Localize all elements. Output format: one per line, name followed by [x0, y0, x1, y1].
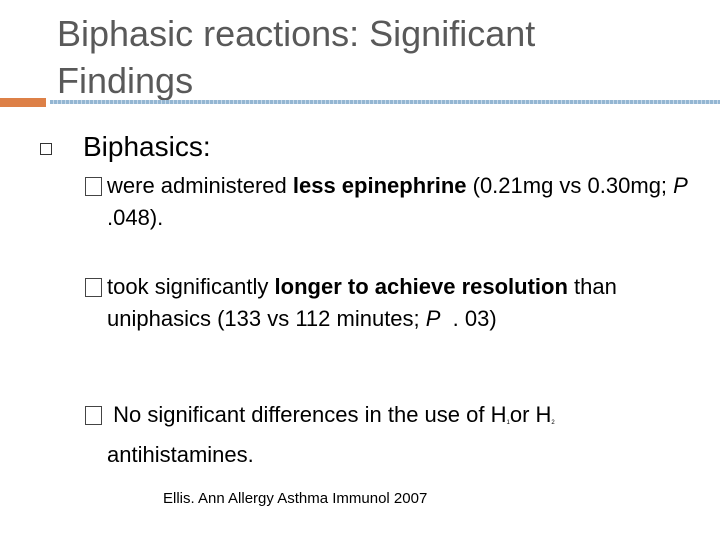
text-run: . 03): [440, 306, 497, 331]
text-run: P: [425, 306, 441, 331]
text-run: than uniphasics (133 vs 112 minutes;: [107, 274, 623, 331]
text-run: took significantly: [107, 274, 275, 299]
text-run: P: [673, 173, 688, 198]
text-run: No significant differences in the use of…: [107, 402, 507, 427]
text-run: less epinephrine: [292, 173, 467, 198]
text-run: 1: [506, 420, 510, 426]
text-run: .048).: [107, 173, 694, 230]
text-run: or H: [509, 402, 552, 427]
text-run: 2: [551, 420, 555, 426]
accent-bar: [0, 98, 46, 107]
bullet-marker: [40, 143, 52, 155]
text-run: longer to achieve resolution: [274, 274, 568, 299]
bullet-marker: [85, 177, 102, 196]
bullet-marker: [85, 406, 102, 425]
sub-bullet: No significant differences in the use of…: [85, 399, 692, 471]
citation: Ellis. Ann Allergy Asthma Immunol 2007: [163, 490, 428, 507]
text-run: antihistamines.: [107, 402, 561, 467]
title-line: Findings: [57, 60, 194, 101]
divider: [50, 100, 720, 104]
bullet-marker: [85, 278, 102, 297]
sub-bullet: were administered less epinephrine (0.21…: [85, 170, 694, 234]
slide-title: Biphasic reactions: Significant Findings: [57, 10, 697, 104]
bullet: Biphasics:: [83, 131, 211, 162]
text-run: (0.21mg vs 0.30mg;: [466, 173, 674, 198]
text-run: were administered: [107, 173, 293, 198]
title-line: Biphasic reactions: Significant: [57, 13, 536, 54]
sub-bullet: took significantly longer to achieve res…: [85, 271, 692, 335]
